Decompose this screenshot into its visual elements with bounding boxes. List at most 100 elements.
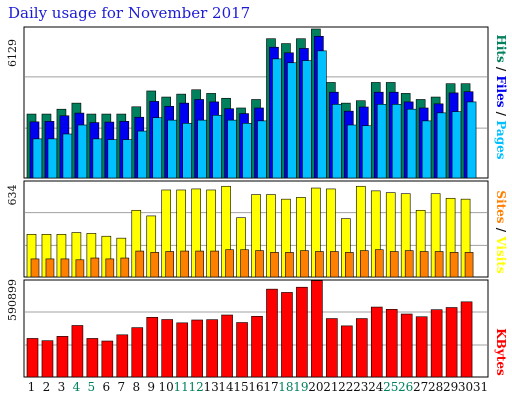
bar-sites-8 bbox=[135, 250, 145, 278]
bar-pages-23 bbox=[361, 125, 372, 179]
day-label-9: 9 bbox=[147, 380, 155, 394]
bar-pages-15 bbox=[242, 123, 252, 179]
bar-pages-14 bbox=[227, 119, 237, 179]
bar-kbytes-9 bbox=[146, 317, 159, 378]
bar-sites-6 bbox=[105, 258, 115, 278]
bar-sites-11 bbox=[180, 250, 189, 278]
bar-kbytes-15 bbox=[236, 322, 248, 378]
bar-sites-10 bbox=[165, 251, 175, 278]
day-label-20: 20 bbox=[308, 380, 323, 394]
day-label-18: 18 bbox=[278, 380, 293, 394]
bar-sites-3 bbox=[60, 258, 70, 278]
bar-kbytes-14 bbox=[221, 314, 233, 378]
day-label-29: 29 bbox=[443, 380, 458, 394]
day-label-31: 31 bbox=[473, 380, 488, 394]
bar-pages-26 bbox=[406, 108, 417, 179]
label-hits-files-pages-part-4: / bbox=[495, 112, 509, 121]
bar-kbytes-26 bbox=[400, 313, 413, 378]
bar-pages-11 bbox=[182, 123, 192, 179]
bar-sites-17 bbox=[270, 252, 279, 278]
bar-sites-24 bbox=[374, 249, 384, 278]
bar-sites-14 bbox=[225, 249, 234, 278]
day-label-10: 10 bbox=[159, 380, 174, 394]
bar-kbytes-10 bbox=[161, 319, 174, 378]
bar-kbytes-2 bbox=[41, 340, 54, 378]
bar-kbytes-20 bbox=[311, 280, 323, 378]
bar-kbytes-8 bbox=[131, 327, 144, 378]
label-hits-files-pages-part-5: Pages bbox=[495, 120, 509, 160]
bar-pages-13 bbox=[212, 114, 222, 179]
bar-sites-15 bbox=[240, 249, 249, 278]
bar-pages-2 bbox=[47, 138, 58, 179]
bar-pages-22 bbox=[347, 124, 357, 179]
bar-pages-28 bbox=[436, 112, 447, 179]
ytick-label-visits: 634 bbox=[6, 185, 19, 206]
bar-pages-20 bbox=[317, 50, 327, 179]
bar-kbytes-7 bbox=[116, 334, 129, 378]
bar-sites-23 bbox=[359, 250, 369, 278]
bar-kbytes-13 bbox=[206, 319, 218, 378]
bar-kbytes-25 bbox=[385, 309, 398, 378]
bar-sites-28 bbox=[434, 251, 444, 278]
bar-kbytes-24 bbox=[370, 306, 383, 378]
day-label-21: 21 bbox=[323, 380, 338, 394]
bar-pages-4 bbox=[77, 124, 88, 179]
label-hits-files-pages: Hits / Files / Pages bbox=[495, 35, 509, 160]
bar-kbytes-23 bbox=[355, 318, 368, 378]
bar-pages-5 bbox=[92, 138, 103, 179]
bar-sites-2 bbox=[45, 258, 55, 278]
bar-kbytes-12 bbox=[191, 319, 203, 378]
day-label-22: 22 bbox=[338, 380, 353, 394]
bar-pages-9 bbox=[152, 117, 163, 179]
chart-title: Daily usage for November 2017 bbox=[8, 4, 251, 22]
bar-kbytes-4 bbox=[71, 325, 84, 378]
day-label-26: 26 bbox=[398, 380, 413, 394]
day-label-30: 30 bbox=[458, 380, 473, 394]
label-sites-visits-part-2: / bbox=[495, 228, 509, 237]
label-kbytes-part-1: KBytes bbox=[495, 328, 509, 376]
bar-sites-19 bbox=[300, 250, 309, 278]
bar-sites-18 bbox=[285, 252, 294, 278]
day-label-19: 19 bbox=[293, 380, 308, 394]
bar-pages-7 bbox=[122, 139, 133, 179]
bar-sites-1 bbox=[30, 258, 40, 278]
bar-pages-17 bbox=[272, 58, 282, 179]
day-label-5: 5 bbox=[88, 380, 96, 394]
bar-kbytes-22 bbox=[341, 325, 353, 378]
bar-sites-12 bbox=[195, 250, 204, 278]
bar-pages-24 bbox=[376, 104, 387, 179]
bar-sites-4 bbox=[75, 259, 85, 278]
bar-pages-6 bbox=[107, 139, 118, 179]
day-label-16: 16 bbox=[248, 380, 263, 394]
bar-pages-27 bbox=[421, 120, 432, 179]
day-label-1: 1 bbox=[28, 380, 36, 394]
bar-pages-12 bbox=[197, 119, 207, 179]
bar-pages-1 bbox=[32, 138, 43, 179]
label-kbytes: KBytes bbox=[495, 328, 509, 376]
day-label-2: 2 bbox=[43, 380, 51, 394]
bar-kbytes-19 bbox=[296, 286, 308, 378]
bar-sites-29 bbox=[449, 252, 459, 278]
bar-sites-22 bbox=[345, 252, 354, 278]
day-label-27: 27 bbox=[413, 380, 428, 394]
bar-sites-9 bbox=[150, 252, 160, 278]
day-label-4: 4 bbox=[73, 380, 81, 394]
bar-kbytes-11 bbox=[176, 322, 188, 378]
bar-sites-26 bbox=[404, 250, 414, 278]
bar-pages-16 bbox=[257, 120, 267, 179]
day-label-24: 24 bbox=[368, 380, 384, 394]
bar-kbytes-28 bbox=[430, 309, 443, 378]
label-hits-files-pages-part-3: Files bbox=[495, 75, 509, 111]
bar-kbytes-16 bbox=[251, 315, 263, 378]
bar-kbytes-29 bbox=[445, 307, 458, 378]
bar-kbytes-21 bbox=[326, 318, 338, 378]
label-sites-visits-part-3: Visits bbox=[495, 235, 509, 274]
bar-sites-13 bbox=[210, 250, 219, 278]
day-label-17: 17 bbox=[263, 380, 278, 394]
label-hits-files-pages-part-1: Hits bbox=[495, 35, 509, 67]
bar-sites-27 bbox=[419, 251, 429, 278]
day-label-13: 13 bbox=[203, 380, 218, 394]
day-label-25: 25 bbox=[383, 380, 398, 394]
bar-pages-30 bbox=[466, 101, 477, 179]
